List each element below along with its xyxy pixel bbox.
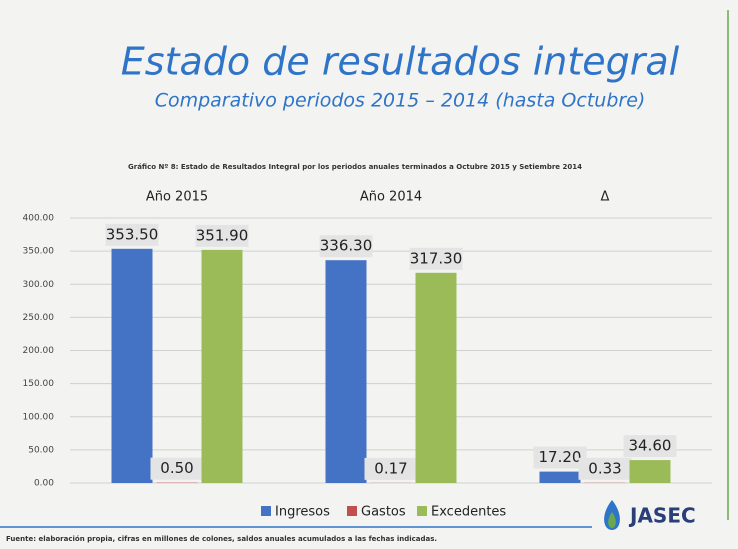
category-label: Año 2014 (360, 190, 422, 205)
value-label-bg (150, 457, 204, 480)
y-tick-label: 150.00 (23, 379, 55, 389)
y-tick-label: 200.00 (23, 346, 55, 356)
category-label: Δ (601, 190, 610, 205)
y-tick-label: 250.00 (23, 313, 55, 323)
slide-title: Estado de resultados integral (121, 40, 680, 84)
legend-swatch (347, 506, 357, 516)
legend-swatch (261, 506, 271, 516)
bar (539, 471, 581, 483)
chart-caption: Gráfico Nº 8: Estado de Resultados Integ… (128, 163, 582, 171)
value-label: 17.20 (539, 448, 582, 466)
value-label: 317.30 (410, 249, 463, 267)
value-label-bg (409, 247, 463, 270)
value-label-bg (578, 457, 632, 480)
value-label: 0.17 (374, 459, 407, 477)
value-label-bg (319, 235, 373, 258)
value-label: 0.50 (160, 459, 193, 477)
value-label: 336.30 (320, 237, 373, 255)
value-label-bg (533, 446, 587, 469)
slide-subtitle: Comparativo periodos 2015 – 2014 (hasta … (155, 90, 646, 112)
value-label-bg (364, 457, 418, 480)
bar (111, 248, 153, 483)
source-note: Fuente: elaboración propia, cifras en mi… (6, 535, 437, 543)
logo-drop-inner (608, 512, 616, 528)
value-label: 353.50 (106, 225, 159, 243)
bar (201, 249, 243, 483)
bar (415, 272, 457, 483)
y-tick-label: 100.00 (23, 412, 55, 422)
value-label: 0.33 (588, 459, 621, 477)
y-tick-label: 300.00 (23, 280, 55, 290)
category-label: Año 2015 (146, 190, 208, 205)
y-tick-label: 350.00 (23, 247, 55, 257)
legend-label: Gastos (361, 505, 406, 520)
value-label: 34.60 (629, 437, 672, 455)
bar (325, 260, 367, 483)
y-tick-label: 0.00 (34, 479, 54, 489)
bar (629, 460, 671, 483)
y-tick-label: 400.00 (23, 214, 55, 224)
value-label: 351.90 (196, 226, 249, 244)
value-label-bg (105, 223, 159, 246)
y-tick-label: 50.00 (28, 445, 54, 455)
value-label-bg (623, 435, 677, 458)
legend-swatch (417, 506, 427, 516)
logo-text: JASEC (628, 504, 696, 528)
legend-label: Ingresos (275, 505, 330, 520)
value-label-bg (195, 224, 249, 247)
legend-label: Excedentes (431, 505, 506, 520)
